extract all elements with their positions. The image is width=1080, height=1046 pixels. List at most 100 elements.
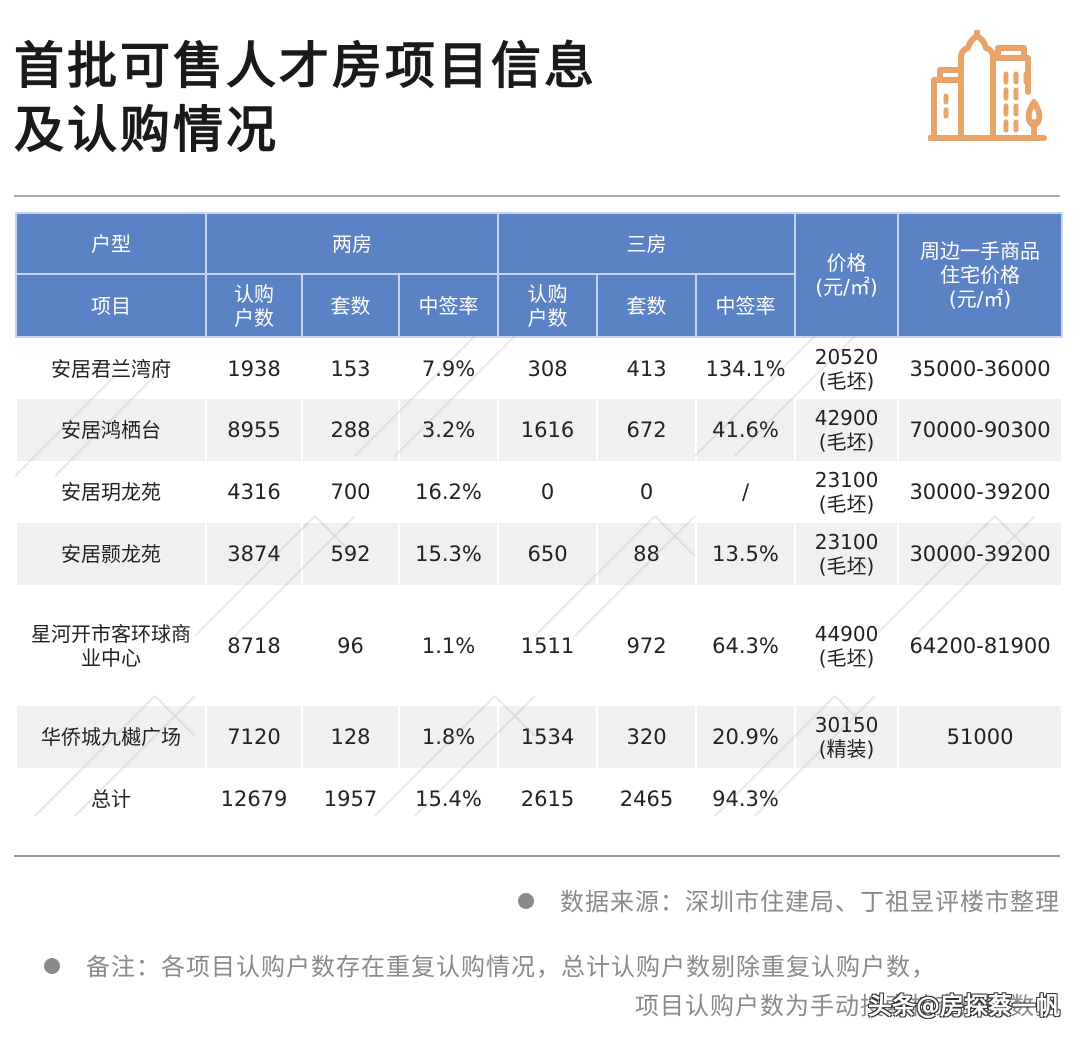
nearby-price: 30000-39200 (897, 523, 1064, 585)
three-rate: / (695, 461, 797, 523)
table-row: 星河开市客环球商业中心 8718 96 1.1% 1511 972 64.3% … (15, 585, 1064, 706)
page-title: 首批可售人才房项目信息 及认购情况 (14, 34, 597, 162)
project-name: 星河开市客环球商业中心 (15, 585, 207, 706)
bottom-divider (14, 855, 1060, 857)
header-project: 项目 (15, 273, 207, 338)
two-rate: 1.8% (397, 706, 500, 768)
price-value: 20520 (814, 344, 879, 369)
price: 20520 (毛坯) (794, 337, 900, 399)
project-name: 华侨城九樾广场 (15, 706, 207, 768)
header-unit-type: 户型 (15, 212, 207, 275)
nearby-price: 51000 (897, 706, 1064, 768)
header-three-rate: 中签率 (695, 273, 797, 338)
table-row: 安居鸿栖台 8955 288 3.2% 1616 672 41.6% 42900… (15, 399, 1064, 461)
total-price-empty (794, 768, 900, 830)
two-units: 96 (301, 585, 400, 706)
three-subscribers: 1616 (497, 399, 599, 461)
two-units: 700 (301, 461, 400, 523)
title-line-2: 及认购情况 (14, 101, 279, 159)
three-subscribers: 1534 (497, 706, 599, 768)
price: 30150 (精装) (794, 706, 900, 768)
price-value: 23100 (814, 468, 879, 492)
total-two-subscribers: 12679 (205, 768, 303, 830)
three-units: 0 (596, 461, 698, 523)
price-value: 44900 (814, 621, 879, 646)
two-rate: 3.2% (397, 399, 500, 461)
header-row-2: 项目 认购 户数 套数 中签率 认购 户数 套数 中签率 (15, 273, 1062, 338)
header-three-units: 套数 (596, 273, 698, 338)
price-note: (毛坯) (818, 645, 875, 670)
data-source-text: 数据来源：深圳市住建局、丁祖昱评楼市整理 (560, 888, 1060, 916)
header-row-1: 户型 两房 三房 价格 (元/㎡) 周边一手商品 住宅价格 (元/㎡) (15, 212, 1064, 338)
total-row: 总计 12679 1957 15.4% 2615 2465 94.3% (15, 768, 1064, 830)
table-row: 安居玥龙苑 4316 700 16.2% 0 0 / 23100 (毛坯) 300… (15, 461, 1064, 523)
total-two-units: 1957 (301, 768, 400, 830)
header-two-rate: 中签率 (397, 273, 500, 338)
price-note: (精装) (818, 737, 875, 761)
three-units: 972 (596, 585, 698, 706)
header-two-units: 套数 (301, 273, 400, 338)
three-rate: 41.6% (695, 399, 797, 461)
header-two-subscribers: 认购 户数 (205, 273, 303, 338)
remark-text-line-1: 备注：各项目认购户数存在重复认购情况，总计认购户数剔除重复认购户数， (86, 953, 936, 981)
price-value: 30150 (814, 713, 879, 737)
two-subscribers: 4316 (205, 461, 303, 523)
two-units: 592 (301, 523, 400, 585)
nearby-price: 64200-81900 (897, 585, 1064, 706)
price: 23100 (毛坯) (794, 523, 900, 585)
two-subscribers: 8955 (205, 399, 303, 461)
total-three-units: 2465 (596, 768, 698, 830)
three-subscribers: 0 (497, 461, 599, 523)
three-subscribers: 1511 (497, 585, 599, 706)
project-name: 安居鸿栖台 (15, 399, 207, 461)
header-three-room: 三房 (497, 212, 797, 275)
nearby-price: 30000-39200 (897, 461, 1064, 523)
two-subscribers: 1938 (205, 337, 303, 399)
project-name: 安居玥龙苑 (15, 461, 207, 523)
price-value: 42900 (814, 406, 879, 430)
two-subscribers: 3874 (205, 523, 303, 585)
table-row: 华侨城九樾广场 7120 128 1.8% 1534 320 20.9% 301… (15, 706, 1064, 768)
three-subscribers: 308 (497, 337, 599, 399)
remark-text-line-2: 项目认购户数为手动搜索核查后的数据 (635, 992, 1060, 1020)
price-note: (毛坯) (818, 554, 875, 578)
bullet-dot-icon (44, 958, 60, 974)
three-units: 320 (596, 706, 698, 768)
two-units: 128 (301, 706, 400, 768)
price-note: (毛坯) (818, 368, 875, 393)
three-subscribers: 650 (497, 523, 599, 585)
remark-note: 备注：各项目认购户数存在重复认购情况，总计认购户数剔除重复认购户数， (44, 951, 936, 983)
total-label: 总计 (15, 768, 207, 830)
author-credit-watermark: 头条@房探蔡一帆 (868, 992, 1060, 1020)
project-name: 安居君兰湾府 (15, 337, 207, 399)
nearby-price: 70000-90300 (897, 399, 1064, 461)
two-units: 153 (301, 337, 400, 399)
three-rate: 134.1% (695, 337, 797, 399)
price: 44900 (毛坯) (794, 585, 900, 706)
three-rate: 64.3% (695, 585, 797, 706)
nearby-price: 35000-36000 (897, 337, 1064, 399)
three-units: 88 (596, 523, 698, 585)
header-two-room: 两房 (204, 212, 500, 275)
two-subscribers: 7120 (205, 706, 303, 768)
two-rate: 15.3% (397, 523, 500, 585)
price-note: (毛坯) (818, 492, 875, 516)
project-name: 安居颢龙苑 (15, 523, 207, 585)
header-price: 价格 (元/㎡) (794, 212, 900, 338)
total-nearby-empty (897, 768, 1064, 830)
three-units: 413 (596, 337, 698, 399)
subscription-table: 户型 两房 三房 价格 (元/㎡) 周边一手商品 住宅价格 (元/㎡) 项目 认… (15, 212, 1064, 830)
data-source-note: 数据来源：深圳市住建局、丁祖昱评楼市整理 (518, 886, 1060, 918)
table-row: 安居颢龙苑 3874 592 15.3% 650 88 13.5% 23100(… (15, 523, 1064, 585)
three-rate: 13.5% (695, 523, 797, 585)
remark-note-line-2: 项目认购户数为手动搜索核查后的数据 (635, 990, 1060, 1022)
title-line-1: 首批可售人才房项目信息 (14, 37, 597, 95)
price-value: 23100 (814, 530, 879, 554)
price-note: (毛坯) (818, 430, 875, 454)
table-row: 安居君兰湾府 1938 153 7.9% 308 413 134.1% 2052… (15, 337, 1064, 399)
price: 23100 (毛坯) (794, 461, 900, 523)
two-subscribers: 8718 (205, 585, 303, 706)
city-buildings-icon (927, 27, 1048, 146)
total-two-rate: 15.4% (397, 768, 500, 830)
total-three-subscribers: 2615 (497, 768, 599, 830)
